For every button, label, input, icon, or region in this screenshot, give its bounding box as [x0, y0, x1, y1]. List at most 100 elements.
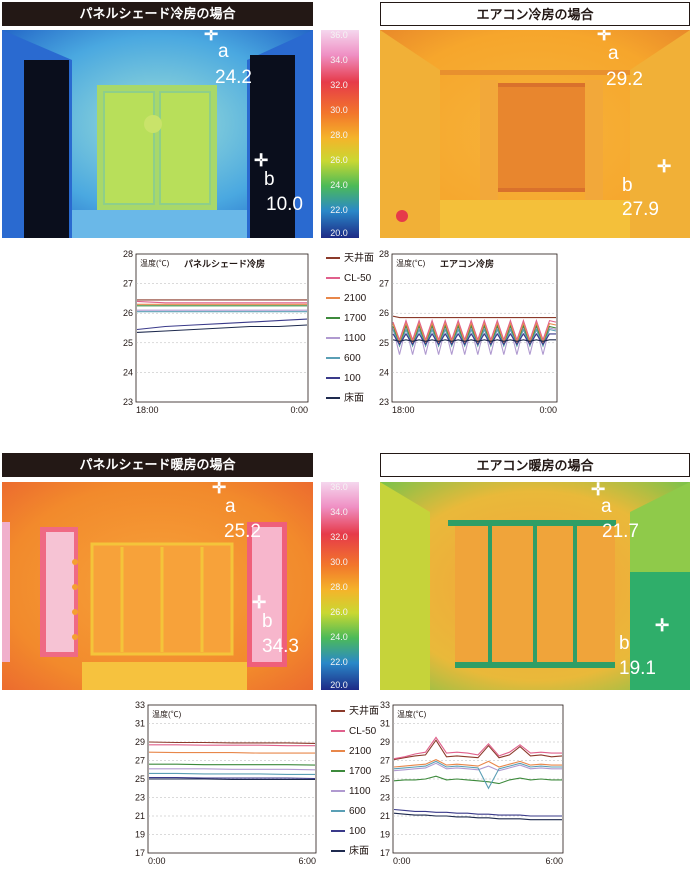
legend-swatch	[331, 770, 345, 773]
marker-a-label: a	[608, 43, 619, 64]
chart-heat-panel-svg: 17 19 21 23 25 27 29 31 33 0:00 6:00 温度(℃)	[135, 700, 317, 866]
series-line	[149, 763, 316, 766]
legend-bottom: 天井面 CL-50 2100 1700 1100 600 100 床面	[331, 705, 391, 865]
marker-a-label: a	[218, 41, 229, 62]
series-line	[393, 760, 562, 790]
series-line	[136, 300, 307, 304]
marker-a-label: a	[601, 496, 612, 517]
scale-label: 20.0	[330, 680, 348, 690]
x-tick-label: 6:00	[298, 856, 316, 866]
legend-item: 1700	[331, 765, 371, 779]
legend-item: 100	[326, 372, 361, 386]
legend-item: 100	[331, 825, 366, 839]
series-line	[392, 315, 556, 319]
legend-swatch	[331, 810, 345, 813]
header-heat-ac: エアコン暖房の場合	[380, 453, 690, 477]
y-tick-label: 31	[135, 719, 145, 729]
y-tick-label: 26	[379, 308, 389, 318]
legend-top: 天井面 CL-50 2100 1700 1100 600 100 床面	[326, 252, 386, 412]
legend-swatch	[331, 830, 345, 833]
y-tick-label: 24	[123, 367, 133, 377]
chart-cool-panel: 23 24 25 26 27 28 18:00 0:00 温度(℃) パネルシェード冷房	[108, 248, 313, 418]
y-axis-label: 温度(℃)	[152, 709, 182, 719]
scale-label: 28.0	[330, 582, 348, 592]
crosshair-a-icon: ✛	[597, 25, 612, 44]
y-tick-label: 17	[380, 848, 390, 858]
y-tick-label: 23	[123, 397, 133, 407]
y-tick-label: 17	[135, 848, 145, 858]
series-line	[393, 775, 562, 785]
legend-item: 天井面	[331, 705, 379, 719]
scale-label: 34.0	[330, 507, 348, 517]
y-tick-label: 28	[123, 249, 133, 259]
series-line	[136, 318, 308, 331]
crosshair-a-icon: ✛	[204, 25, 219, 44]
crosshair-a-icon: ✛	[591, 480, 606, 499]
series-line	[393, 762, 562, 772]
legend-item: 600	[326, 352, 361, 366]
crosshair-b-icon: ✛	[657, 157, 672, 176]
series-line	[393, 812, 562, 821]
x-tick-label: 0:00	[393, 856, 411, 866]
series-line	[393, 736, 562, 760]
thermogram-cool-panel-image	[2, 30, 313, 238]
y-tick-label: 27	[379, 279, 389, 289]
scale-label: 26.0	[330, 155, 348, 165]
scale-label: 26.0	[330, 607, 348, 617]
chart-cool-panel-svg: 23 24 25 26 27 28 18:00 0:00 温度(℃) パネルシェード冷房	[123, 249, 309, 415]
legend-swatch	[326, 257, 340, 260]
series-line	[392, 321, 557, 345]
scale-label: 32.0	[330, 532, 348, 542]
chart-heat-ac-svg: 17 19 21 23 25 27 29 31 33 0:00 6:00 温度(℃)	[380, 700, 564, 866]
marker-b-value: 34.3	[262, 636, 299, 657]
legend-swatch	[326, 317, 340, 320]
thermogram-heat-ac	[380, 482, 690, 690]
marker-b-label: b	[619, 633, 630, 654]
thermogram-heat-panel	[2, 482, 313, 690]
legend-item: 1100	[326, 332, 366, 346]
crosshair-b-icon: ✛	[655, 616, 670, 635]
y-axis-label: 温度(℃)	[397, 709, 427, 719]
header-cool-ac: エアコン冷房の場合	[380, 2, 690, 26]
thermogram-heat-panel-image	[2, 482, 313, 690]
scale-label: 30.0	[330, 557, 348, 567]
legend-item: 床面	[331, 845, 369, 859]
legend-item: 天井面	[326, 252, 374, 266]
legend-swatch	[326, 297, 340, 300]
y-tick-label: 24	[379, 367, 389, 377]
marker-a-value: 29.2	[606, 69, 643, 90]
y-tick-label: 33	[135, 700, 145, 710]
crosshair-a-icon: ✛	[212, 478, 227, 497]
legend-item: CL-50	[331, 725, 376, 739]
thermogram-cool-ac	[380, 30, 690, 238]
series-line	[149, 768, 316, 771]
legend-item: 床面	[326, 392, 364, 406]
scale-label: 30.0	[330, 105, 348, 115]
crosshair-b-icon: ✛	[252, 593, 267, 612]
series-line	[393, 739, 563, 761]
color-scale-bottom-bar	[321, 482, 359, 690]
marker-b-label: b	[264, 169, 275, 190]
x-tick-label: 0:00	[148, 856, 166, 866]
marker-b-label: b	[622, 175, 633, 196]
legend-swatch	[331, 850, 345, 853]
y-tick-label: 25	[135, 774, 145, 784]
marker-a-value: 24.2	[215, 67, 252, 88]
series-line	[149, 744, 315, 747]
legend-swatch	[326, 277, 340, 280]
y-tick-label: 28	[379, 249, 389, 259]
legend-swatch	[326, 377, 340, 380]
series-line	[148, 741, 316, 744]
x-tick-label: 18:00	[136, 405, 159, 415]
chart-cool-ac: 23 24 25 26 27 28 18:00 0:00 温度(℃) エアコン冷房	[372, 248, 572, 418]
marker-a-value: 25.2	[224, 521, 261, 542]
y-tick-label: 25	[380, 774, 390, 784]
marker-a-value: 21.7	[602, 521, 639, 542]
y-tick-label: 19	[380, 830, 390, 840]
legend-label: 2100	[344, 293, 367, 304]
y-tick-label: 31	[380, 719, 390, 729]
crosshair-b-icon: ✛	[254, 151, 269, 170]
scale-label: 24.0	[330, 180, 348, 190]
legend-swatch	[326, 357, 340, 360]
legend-item: 2100	[326, 292, 366, 306]
